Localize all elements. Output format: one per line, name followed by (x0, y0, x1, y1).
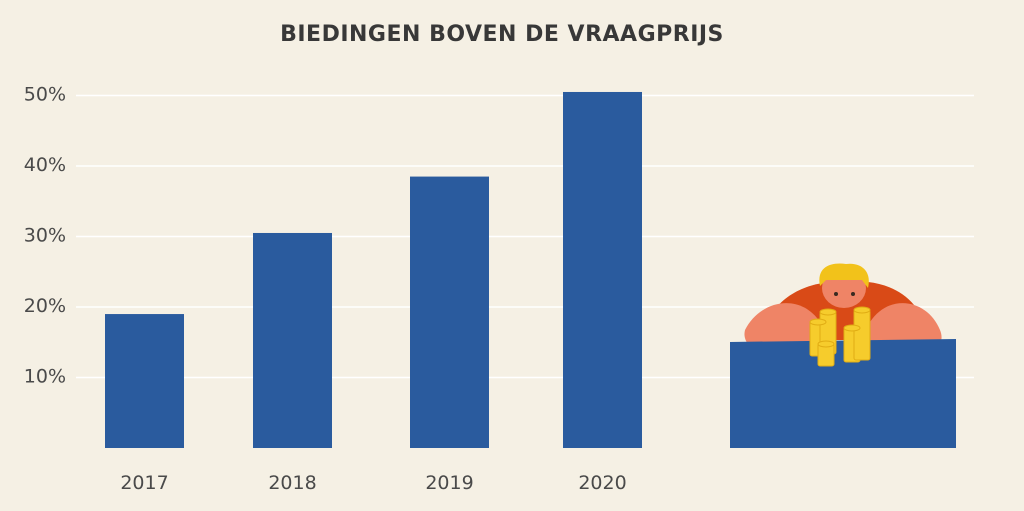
x-tick-label-2019: 2019 (425, 472, 473, 494)
bar-2017 (105, 314, 184, 448)
x-tick-label-2017: 2017 (120, 472, 168, 494)
person-with-coin-stacks-illustration (730, 263, 956, 448)
y-tick-label: 30% (24, 225, 66, 247)
y-axis-labels: 10% 20% 30% 40% 50% (24, 84, 66, 388)
left-eye (834, 292, 838, 296)
desk (730, 339, 956, 448)
y-tick-label: 20% (24, 295, 66, 317)
bar-2018 (253, 232, 332, 448)
y-tick-label: 50% (24, 84, 66, 106)
right-eye (851, 292, 855, 296)
bars (105, 91, 642, 448)
y-tick-label: 10% (24, 366, 66, 388)
x-tick-label-2018: 2018 (268, 472, 316, 494)
coin-stacks (809, 306, 871, 367)
y-tick-label: 40% (24, 154, 66, 176)
hair (819, 263, 869, 288)
bar-2020 (563, 91, 642, 448)
chart-title: BIEDINGEN BOVEN DE VRAAGPRIJS (280, 22, 724, 47)
x-axis-labels: 2017 2018 2019 2020 (120, 472, 626, 494)
bar-2019 (410, 176, 489, 448)
x-tick-label-2020: 2020 (578, 472, 626, 494)
